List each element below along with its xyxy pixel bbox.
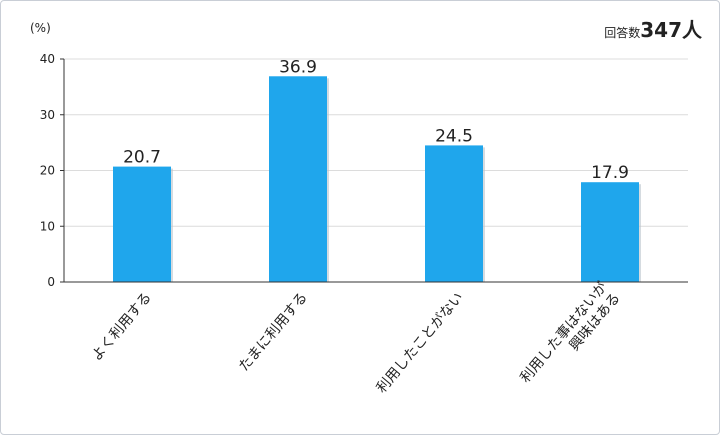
category-label-line: 利用したことがない [374,290,467,397]
respondent-count: 回答数347人 [604,14,702,43]
category-label-line: たまに利用する [236,290,311,375]
y-tick-labels: 0 10 20 30 40 [40,52,55,289]
y-tick-label: 40 [40,52,55,66]
y-tick-label: 30 [40,108,55,122]
data-labels: 20.7 36.9 24.5 17.9 [123,57,629,183]
bar [113,166,171,282]
bar [425,145,483,282]
data-label: 20.7 [123,148,161,168]
bar [581,182,639,282]
category-label: よく利用する [89,290,155,365]
y-tick-label: 0 [47,275,55,289]
category-label-line: よく利用する [89,290,155,365]
data-label: 17.9 [591,163,629,183]
category-label-line: 利用した事はないが [517,279,610,386]
category-label: 利用したことがない [374,290,467,397]
category-labels: よく利用する たまに利用する 利用したことがない 利用した事はないが興味はある [89,279,624,397]
data-label: 36.9 [279,57,317,77]
respondent-count-label: 回答数 [604,26,641,40]
bar [269,76,327,282]
y-axis-unit: (%) [30,21,51,35]
y-tick-label: 20 [40,164,55,178]
y-tick-label: 10 [40,219,55,233]
category-label: 利用した事はないが興味はある [517,279,623,397]
respondent-count-value: 347人 [640,18,702,42]
bars [113,76,641,282]
category-label: たまに利用する [236,290,311,375]
data-label: 24.5 [435,126,473,146]
